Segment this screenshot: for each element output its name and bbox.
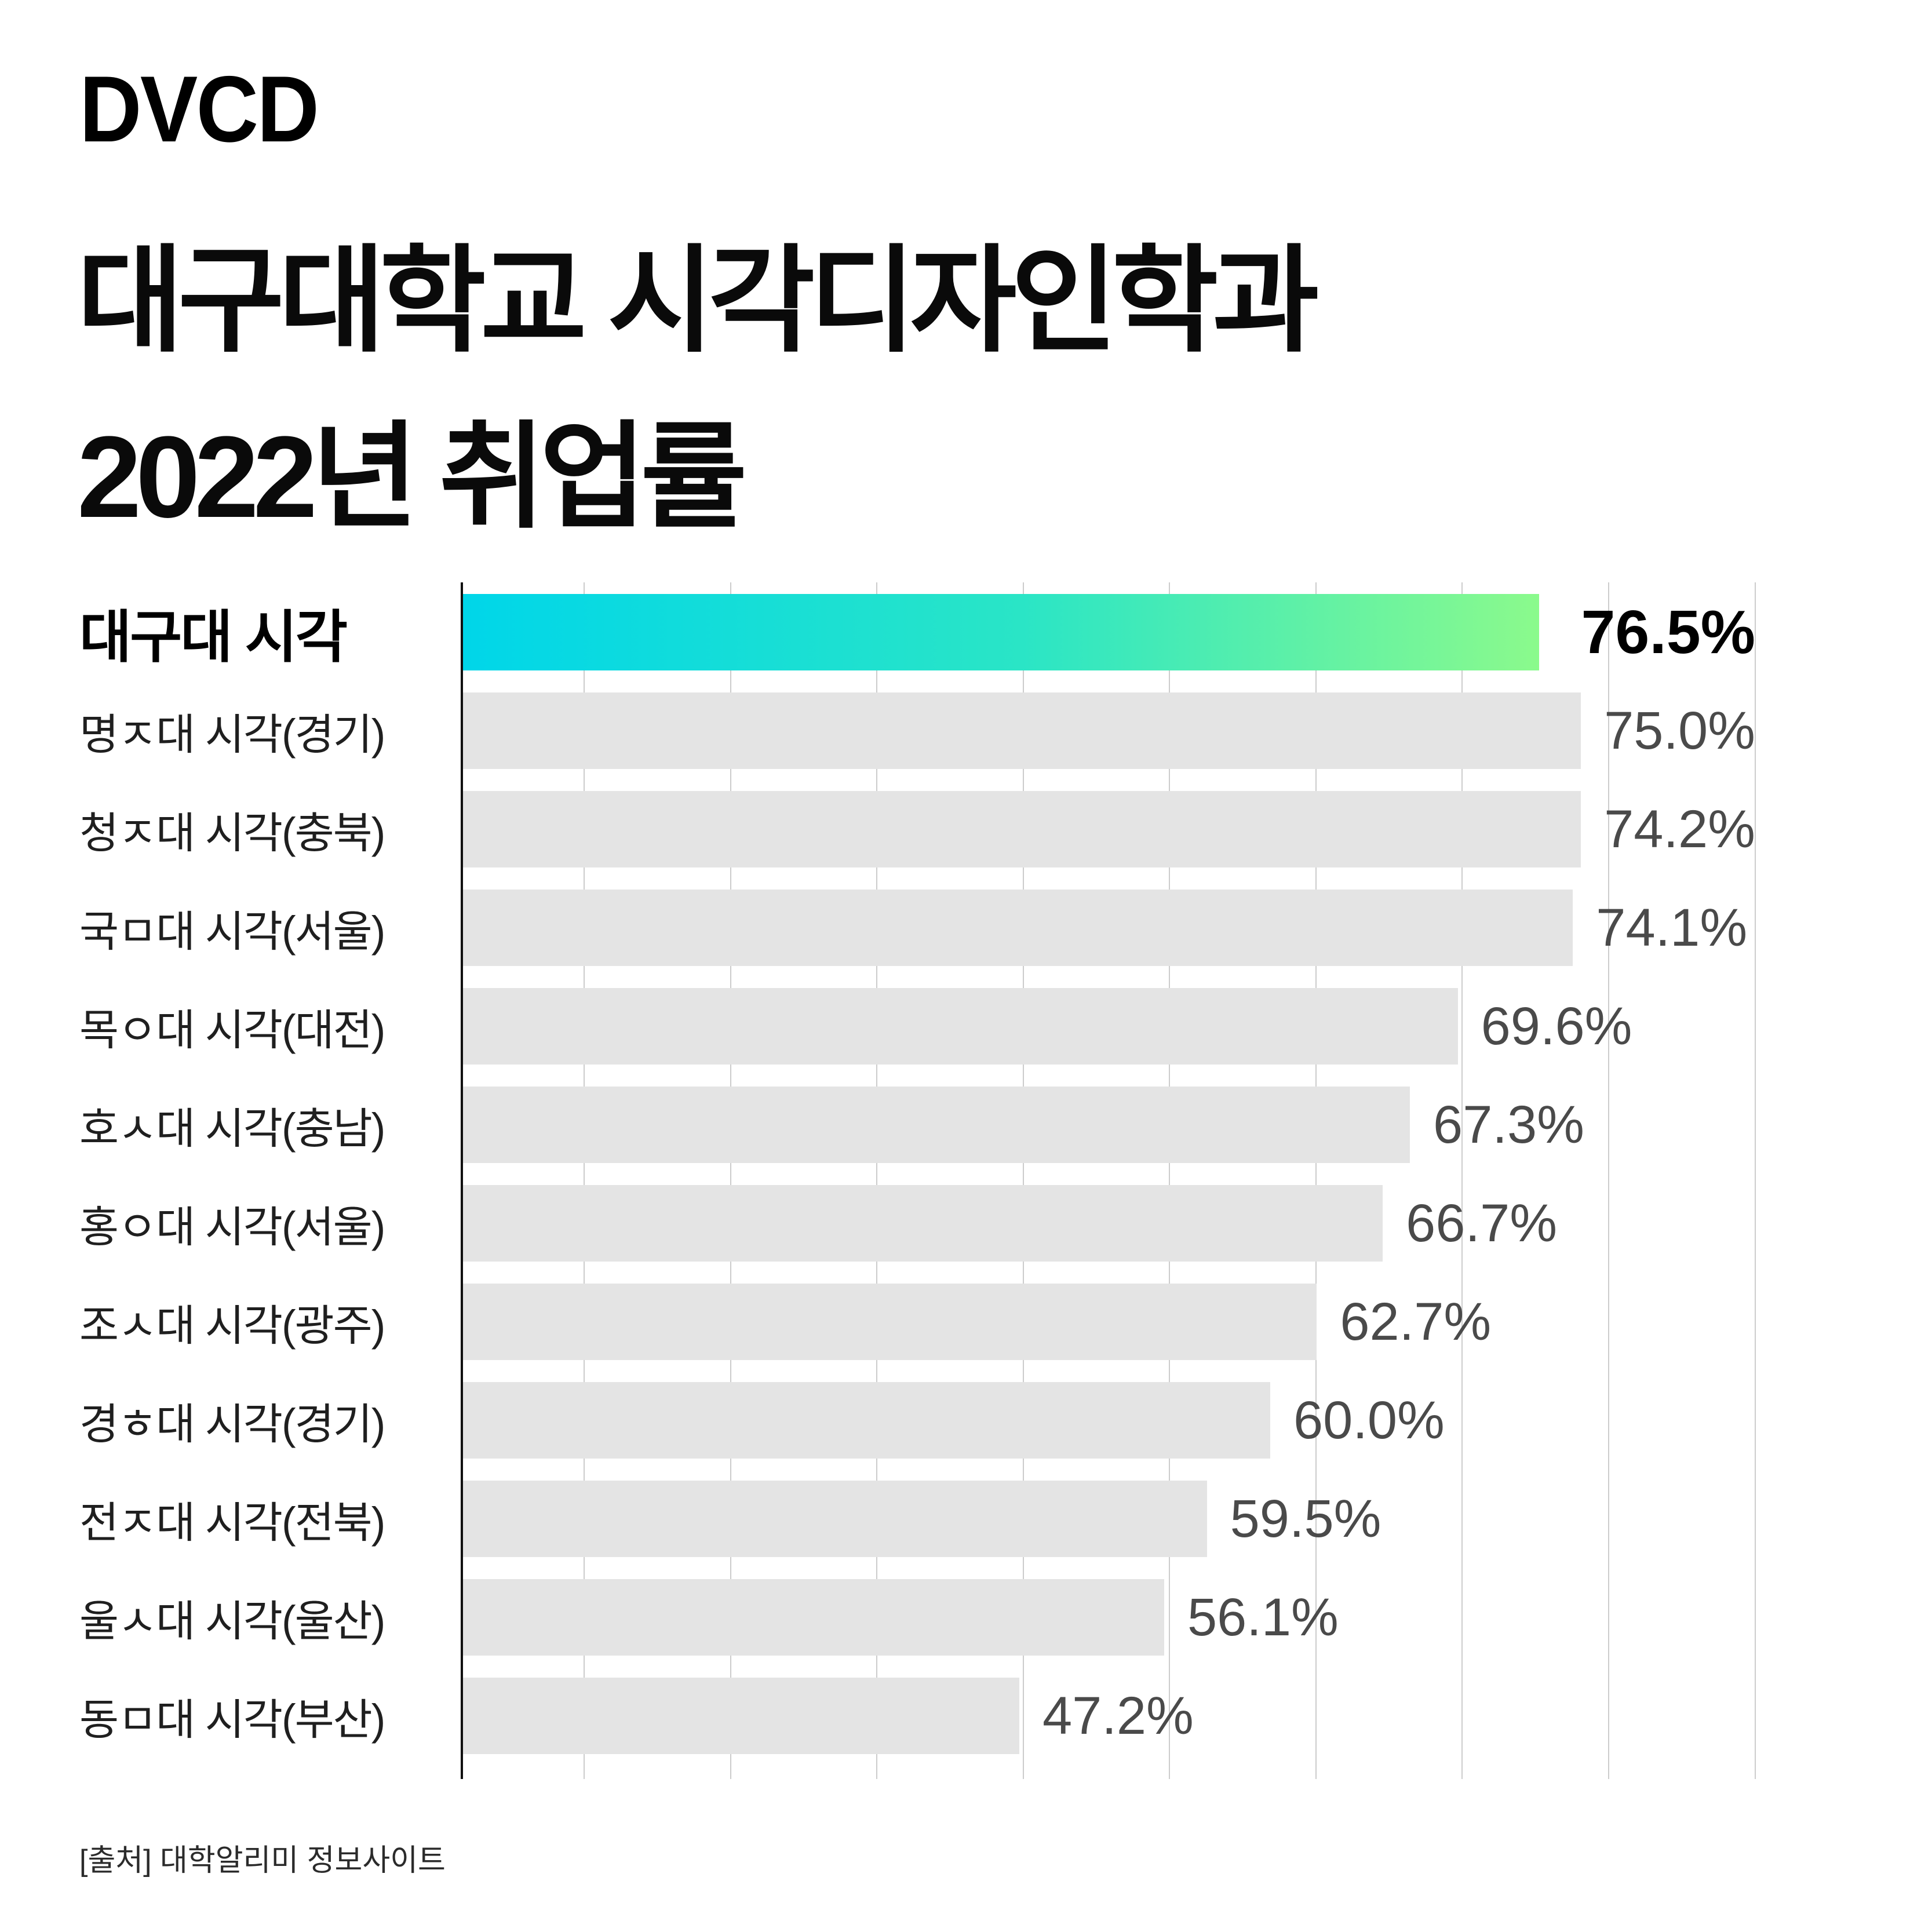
gridline (1755, 582, 1756, 1779)
value-label: 76.5% (1581, 597, 1755, 666)
category-label: 울ㅅ대 시각(울산) (79, 1596, 385, 1645)
y-axis-line (461, 582, 463, 1779)
bar (462, 988, 1458, 1065)
value-label: 47.2% (1042, 1686, 1194, 1745)
category-label: 경ㅎ대 시각(경기) (79, 1399, 385, 1448)
bar (462, 692, 1581, 769)
chart-row: 56.1% (462, 1579, 1755, 1656)
category-label: 대구대 시각 (79, 605, 348, 669)
category-label: 목ㅇ대 시각(대전) (79, 1005, 385, 1054)
chart-row: 60.0% (462, 1382, 1755, 1459)
category-label: 청ㅈ대 시각(충북) (79, 808, 385, 857)
bar (462, 1284, 1317, 1360)
category-label: 조ㅅ대 시각(광주) (79, 1301, 385, 1350)
chart-row: 47.2% (462, 1678, 1755, 1754)
bar-highlight (462, 594, 1540, 670)
value-label: 66.7% (1406, 1193, 1558, 1253)
bar (462, 1678, 1019, 1754)
bar (462, 1579, 1164, 1656)
chart-row: 76.5% (462, 594, 1755, 670)
chart-row: 74.1% (462, 890, 1755, 966)
gridline (1315, 582, 1317, 1779)
gridline (876, 582, 878, 1779)
value-label: 56.1% (1187, 1587, 1339, 1647)
value-label: 59.5% (1230, 1489, 1381, 1548)
bar (462, 1382, 1270, 1459)
bar (462, 1087, 1410, 1163)
gridline (1169, 582, 1171, 1779)
category-label: 전ㅈ대 시각(전북) (79, 1498, 385, 1547)
page-title-line2: 2022년 취업률 (77, 413, 747, 542)
chart-row: 62.7% (462, 1284, 1755, 1360)
category-label: 호ㅅ대 시각(충남) (79, 1104, 385, 1153)
bar (462, 1481, 1207, 1557)
chart-row: 59.5% (462, 1481, 1755, 1557)
chart-row: 67.3% (462, 1087, 1755, 1163)
gridline (730, 582, 731, 1779)
gridline (1608, 582, 1610, 1779)
category-label: 동ㅁ대 시각(부산) (79, 1695, 385, 1744)
value-label: 60.0% (1293, 1390, 1445, 1450)
chart-rows: 76.5% 75.0% 74.2% 74.1% 69.6% 67.3% 66.7% 62.7%… (462, 594, 1755, 1776)
page-title: 대구대학교 시각디자인학과 2022년 취업률 (77, 213, 1319, 566)
value-label: 62.7% (1340, 1292, 1492, 1351)
category-label: 국ㅁ대 시각(서울) (79, 907, 385, 956)
value-label: 74.1% (1596, 898, 1748, 957)
dvcd-logo: DVCD (79, 57, 319, 162)
value-label: 67.3% (1433, 1095, 1584, 1154)
value-label: 69.6% (1481, 996, 1632, 1056)
chart-row: 69.6% (462, 988, 1755, 1065)
gridline (1022, 582, 1024, 1779)
chart-row: 66.7% (462, 1185, 1755, 1262)
gridline (1461, 582, 1463, 1779)
chart-row: 74.2% (462, 791, 1755, 867)
bar (462, 890, 1573, 966)
gridline (583, 582, 585, 1779)
page-title-line1: 대구대학교 시각디자인학과 (77, 236, 1319, 366)
value-label: 75.0% (1604, 701, 1755, 760)
bar (462, 791, 1581, 867)
bar (462, 1185, 1383, 1262)
source-note: [출처] 대학알리미 정보사이트 (79, 1844, 446, 1878)
chart-row: 75.0% (462, 692, 1755, 769)
value-label: 74.2% (1604, 799, 1755, 859)
plot-area: 76.5% 75.0% 74.2% 74.1% 69.6% 67.3% 66.7% 62.7%… (461, 582, 1756, 1779)
category-label: 홍ㅇ대 시각(서울) (79, 1202, 385, 1251)
category-label: 명ㅈ대 시각(경기) (79, 710, 385, 759)
